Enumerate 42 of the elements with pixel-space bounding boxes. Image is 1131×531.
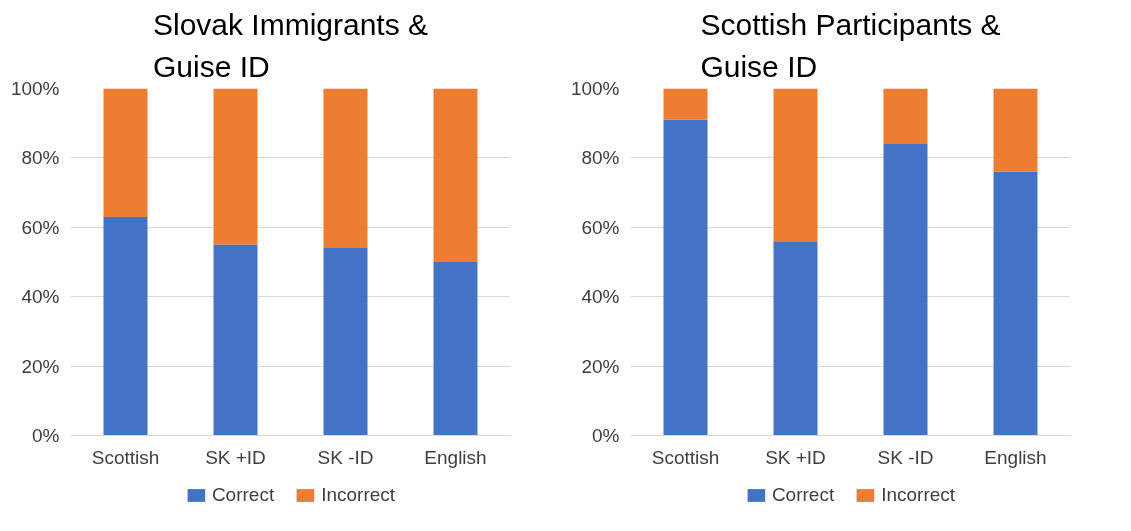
y-tick-label: 60% <box>21 216 60 238</box>
bar <box>663 88 708 120</box>
y-tick-label: 0% <box>592 425 620 446</box>
legend-label: Correct <box>211 484 275 506</box>
y-tick-label: 80% <box>21 147 60 169</box>
bar <box>883 144 928 436</box>
x-tick-label: SK +ID <box>205 446 266 468</box>
bar <box>213 88 258 245</box>
bar <box>433 262 478 436</box>
bar <box>773 241 818 436</box>
x-tick-label: SK +ID <box>765 446 826 468</box>
y-tick-label: 0% <box>32 425 60 446</box>
y-tick-label: 60% <box>581 216 620 238</box>
x-tick-label: SK -ID <box>877 446 934 468</box>
y-tick-label: 20% <box>581 355 620 377</box>
x-tick-label: English <box>984 446 1047 468</box>
legend-label: Incorrect <box>321 484 396 506</box>
y-tick-label: 80% <box>581 147 620 169</box>
bar <box>883 88 928 145</box>
bar <box>433 88 478 262</box>
bar <box>323 248 368 436</box>
bar <box>993 171 1038 436</box>
legend-label: Correct <box>771 484 835 506</box>
chart-title: Scottish Participants & Guise ID <box>700 7 1001 84</box>
bar <box>323 88 368 249</box>
y-tick-label: 20% <box>21 355 60 377</box>
bar <box>103 216 148 436</box>
x-tick-label: SK -ID <box>317 446 374 468</box>
y-tick-label: 100% <box>570 78 620 99</box>
y-tick-label: 40% <box>581 286 620 308</box>
y-tick-label: 40% <box>21 286 60 308</box>
legend-label: Incorrect <box>881 484 956 506</box>
bar <box>663 119 708 436</box>
x-tick-label: Scottish <box>91 446 160 468</box>
x-tick-label: English <box>424 446 487 468</box>
bar <box>213 244 258 436</box>
x-tick-label: Scottish <box>651 446 720 468</box>
bar <box>993 88 1038 172</box>
chart-title: Slovak Immigrants & Guise ID <box>152 7 429 84</box>
bar <box>103 88 148 217</box>
bar <box>773 88 818 242</box>
y-tick-label: 100% <box>10 78 60 99</box>
